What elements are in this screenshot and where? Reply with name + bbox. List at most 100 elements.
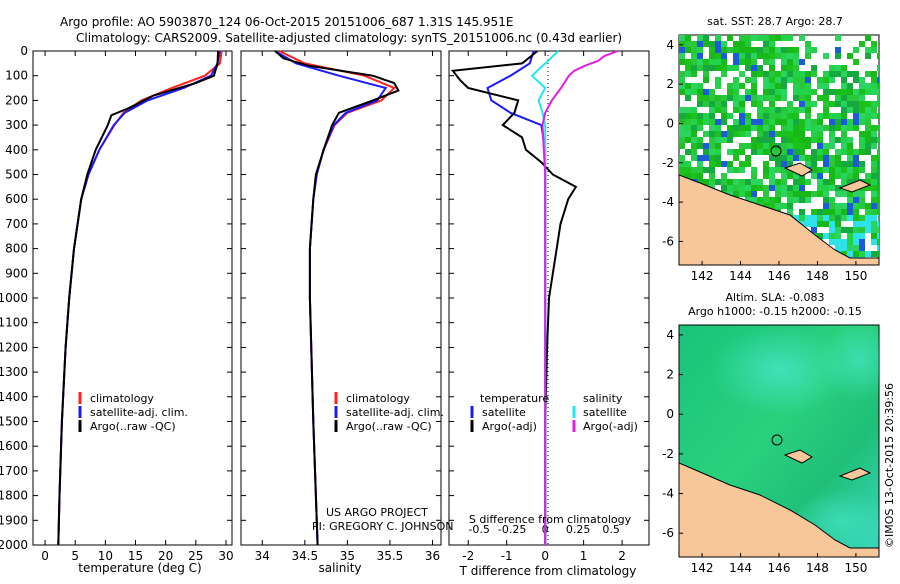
sst-pixel bbox=[859, 227, 865, 233]
sst-pixel bbox=[811, 119, 817, 125]
sst-pixel bbox=[793, 83, 799, 89]
sst-pixel bbox=[691, 143, 697, 149]
sst-pixel bbox=[847, 149, 853, 155]
sst-pixel bbox=[787, 53, 793, 59]
sst-pixel bbox=[691, 173, 697, 179]
sst-pixel bbox=[799, 71, 805, 77]
legend-label-s-satellite: satellite bbox=[583, 406, 627, 419]
sst-pixel bbox=[769, 197, 775, 203]
x-tick-label: 5 bbox=[71, 549, 79, 563]
sst-pixel bbox=[859, 221, 865, 227]
sst-pixel bbox=[811, 209, 817, 215]
depth-tick-label: 400 bbox=[5, 143, 28, 157]
sst-pixel bbox=[679, 161, 685, 167]
sst-pixel bbox=[757, 197, 763, 203]
sst-pixel bbox=[805, 215, 811, 221]
sst-pixel bbox=[841, 107, 847, 113]
sst-pixel bbox=[757, 113, 763, 119]
sst-pixel bbox=[745, 125, 751, 131]
salinity-climatology-line bbox=[278, 50, 396, 546]
sst-pixel bbox=[709, 119, 715, 125]
sst-pixel bbox=[859, 191, 865, 197]
sst-pixel bbox=[697, 179, 703, 185]
sst-pixel bbox=[781, 113, 787, 119]
depth-tick-label: 1400 bbox=[0, 390, 28, 404]
sst-pixel bbox=[679, 83, 685, 89]
x-tick-label: 0 bbox=[41, 549, 49, 563]
sst-pixel bbox=[871, 215, 877, 221]
sst-pixel bbox=[841, 125, 847, 131]
sst-pixel bbox=[859, 77, 865, 83]
sst-pixel bbox=[871, 71, 877, 77]
sst-pixel bbox=[709, 101, 715, 107]
sst-pixel bbox=[787, 137, 793, 143]
sst-pixel bbox=[853, 113, 859, 119]
sst-pixel bbox=[775, 197, 781, 203]
sst-pixel bbox=[745, 95, 751, 101]
sst-pixel bbox=[685, 173, 691, 179]
sst-pixel bbox=[733, 131, 739, 137]
sst-pixel bbox=[829, 197, 835, 203]
sst-pixel bbox=[853, 215, 859, 221]
sst-pixel bbox=[769, 89, 775, 95]
sst-pixel bbox=[781, 179, 787, 185]
sst-pixel bbox=[853, 221, 859, 227]
sst-pixel bbox=[733, 179, 739, 185]
sst-pixel bbox=[769, 95, 775, 101]
sst-pixel bbox=[817, 119, 823, 125]
sst-pixel bbox=[745, 53, 751, 59]
x-tick-label: 2 bbox=[618, 549, 626, 563]
legend-label-climatology: climatology bbox=[90, 392, 154, 405]
sst-pixel bbox=[763, 125, 769, 131]
salinity-xlabel: salinity bbox=[318, 561, 361, 575]
sst-pixel bbox=[763, 47, 769, 53]
sst-pixel bbox=[751, 119, 757, 125]
sst-pixel bbox=[829, 179, 835, 185]
sst-pixel bbox=[703, 113, 709, 119]
sst-pixel bbox=[871, 173, 877, 179]
sst-pixel bbox=[709, 179, 715, 185]
sst-pixel bbox=[763, 119, 769, 125]
sst-pixel bbox=[787, 173, 793, 179]
sst-pixel bbox=[871, 233, 877, 239]
sst-pixel bbox=[733, 89, 739, 95]
sst-pixel bbox=[787, 161, 793, 167]
sst-pixel bbox=[805, 161, 811, 167]
sst-pixel bbox=[697, 35, 703, 41]
sst-pixel bbox=[877, 83, 879, 89]
sst-pixel bbox=[829, 71, 835, 77]
sst-pixel bbox=[685, 41, 691, 47]
sst-pixel bbox=[691, 131, 697, 137]
sst-pixel bbox=[835, 203, 841, 209]
lon-tick-label: 148 bbox=[806, 269, 829, 283]
sst-pixel bbox=[865, 221, 871, 227]
sst-pixel bbox=[817, 233, 823, 239]
sst-pixel bbox=[775, 119, 781, 125]
sst-pixel bbox=[871, 161, 877, 167]
sst-pixel bbox=[733, 83, 739, 89]
sst-pixel bbox=[841, 203, 847, 209]
sst-pixel bbox=[739, 113, 745, 119]
sst-pixel bbox=[685, 95, 691, 101]
sst-pixel bbox=[685, 35, 691, 41]
sst-pixel bbox=[715, 35, 721, 41]
sst-pixel bbox=[835, 101, 841, 107]
sst-pixel bbox=[709, 47, 715, 53]
sst-pixel bbox=[733, 59, 739, 65]
sst-pixel bbox=[715, 47, 721, 53]
sst-pixel bbox=[877, 89, 879, 95]
sst-pixel bbox=[793, 65, 799, 71]
sst-pixel bbox=[691, 53, 697, 59]
sst-pixel bbox=[763, 59, 769, 65]
sst-pixel bbox=[853, 149, 859, 155]
sst-pixel bbox=[769, 53, 775, 59]
sst-pixel bbox=[775, 131, 781, 137]
sst-pixel bbox=[877, 203, 879, 209]
project-note: US ARGO PROJECT bbox=[326, 506, 428, 519]
s-diff-tick-label: 0.25 bbox=[566, 523, 591, 536]
sst-pixel bbox=[829, 119, 835, 125]
depth-tick-label: 300 bbox=[5, 118, 28, 132]
sst-pixel bbox=[691, 137, 697, 143]
sst-pixel bbox=[859, 101, 865, 107]
sst-pixel bbox=[751, 35, 757, 41]
